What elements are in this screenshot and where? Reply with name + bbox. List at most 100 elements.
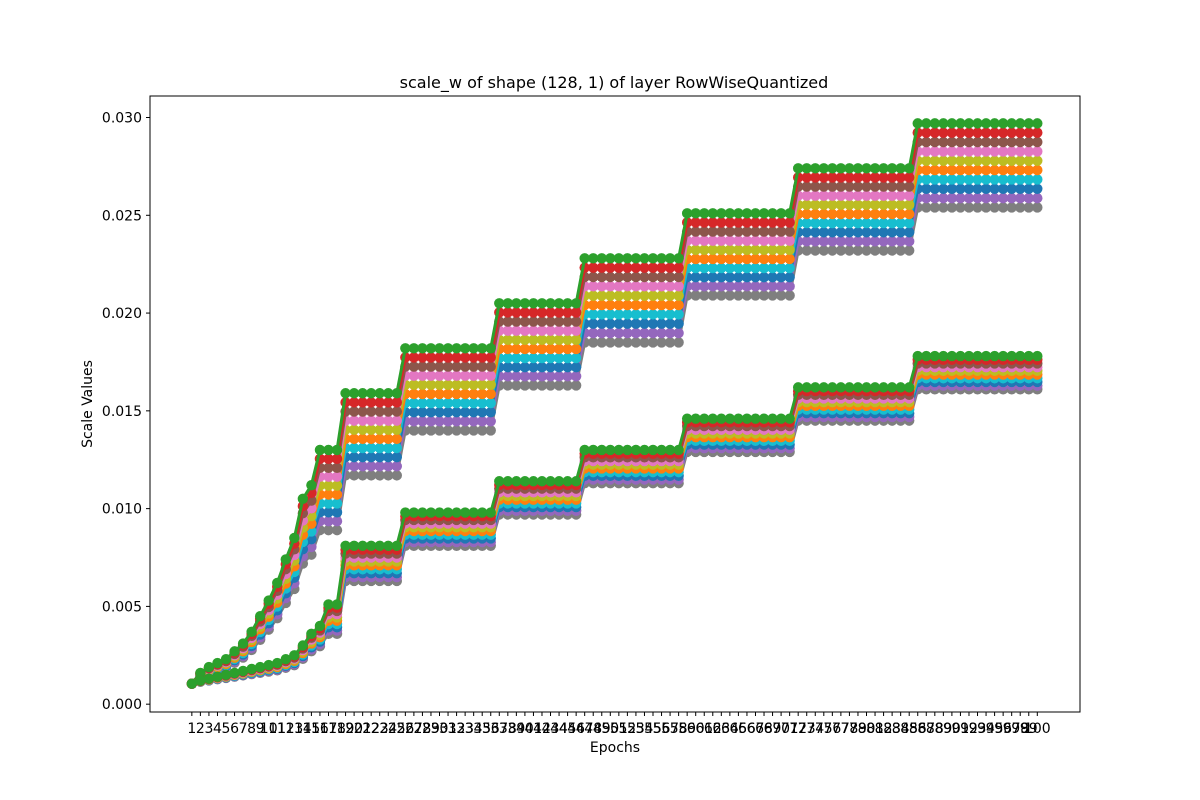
series-point [374, 451, 385, 463]
series-point [545, 307, 556, 318]
series-point [1006, 146, 1017, 157]
series-point [485, 507, 496, 518]
series-point [869, 236, 881, 247]
series-point [297, 493, 309, 505]
x-tick-label: 23 [371, 721, 389, 737]
series-point [963, 146, 975, 157]
series-point [605, 253, 616, 264]
series-point [980, 118, 992, 129]
series-point [331, 498, 343, 509]
series-point [673, 262, 684, 273]
series-point [613, 281, 625, 292]
series-point [622, 309, 633, 320]
series-point [425, 343, 437, 354]
series-point [596, 262, 607, 273]
series-point [647, 271, 659, 283]
series-point [468, 406, 479, 418]
series-point [570, 371, 582, 382]
series-point [365, 451, 377, 463]
series-point [750, 413, 761, 424]
series-point [989, 136, 1000, 148]
series-point [528, 325, 539, 336]
series-point [656, 262, 667, 273]
series-point [434, 361, 445, 372]
series-point [733, 217, 744, 228]
series-point [758, 290, 770, 301]
series-point [528, 371, 539, 382]
series-point [570, 316, 582, 327]
series-point [1032, 127, 1043, 138]
series-point [861, 236, 872, 247]
series-point [647, 262, 659, 273]
series-point [664, 318, 676, 329]
series-point [664, 262, 676, 273]
series-point [622, 318, 633, 329]
series-point [536, 298, 548, 309]
series-point [886, 382, 898, 393]
series-point [886, 163, 898, 174]
series-point [383, 433, 394, 445]
series-point [716, 281, 727, 292]
series-point [784, 244, 795, 256]
series-point [980, 127, 992, 138]
series-point [220, 654, 232, 665]
series-point [690, 281, 701, 292]
series-point [852, 236, 864, 247]
series-point [365, 461, 377, 472]
series-point [605, 318, 616, 329]
series-point [596, 299, 607, 311]
series-point [886, 190, 898, 201]
series-point [596, 290, 607, 301]
series-point [673, 444, 684, 456]
series-point [818, 227, 829, 238]
series-point [835, 181, 847, 192]
series-point [972, 136, 983, 148]
series-point [835, 382, 847, 393]
x-tick-label: 81 [866, 721, 884, 737]
series-point [895, 172, 906, 183]
series-point [861, 190, 872, 201]
series-point [921, 127, 932, 138]
series-point [434, 388, 445, 400]
series-point [938, 155, 949, 166]
series-point [972, 118, 983, 129]
x-tick-label: 6 [230, 721, 239, 737]
series-point [451, 397, 462, 409]
series-point [596, 444, 607, 456]
series-point [408, 416, 420, 427]
series-point [980, 164, 992, 176]
series-point [451, 406, 462, 418]
series-point [929, 183, 941, 194]
series-point [741, 235, 753, 246]
series-point [886, 236, 898, 247]
series-point [536, 325, 548, 336]
series-point [468, 343, 479, 354]
series-point [997, 174, 1009, 185]
series-point [767, 244, 778, 256]
x-tick-label: 75 [815, 721, 833, 737]
series-point [963, 192, 975, 204]
series-group-lower [186, 350, 1043, 689]
series-point [374, 397, 385, 408]
series-point [639, 290, 650, 301]
series-point [997, 118, 1009, 129]
series-point [442, 352, 454, 363]
series-point [545, 352, 556, 364]
series-point [186, 678, 198, 689]
x-tick-label: 85 [900, 721, 918, 737]
x-tick-label: 64 [721, 721, 739, 737]
series-point [1023, 127, 1034, 138]
series-point [750, 226, 761, 237]
series-point [733, 413, 744, 424]
series-point [750, 290, 761, 301]
series-point [622, 337, 633, 348]
series-point [886, 208, 898, 220]
series-point [852, 208, 864, 220]
series-point [955, 136, 966, 148]
series-point [818, 382, 829, 393]
series-point [545, 380, 556, 391]
series-group-upper [186, 118, 1043, 689]
y-tick-label: 0.020 [102, 306, 142, 322]
series-point [511, 298, 522, 309]
series-point [767, 226, 778, 237]
